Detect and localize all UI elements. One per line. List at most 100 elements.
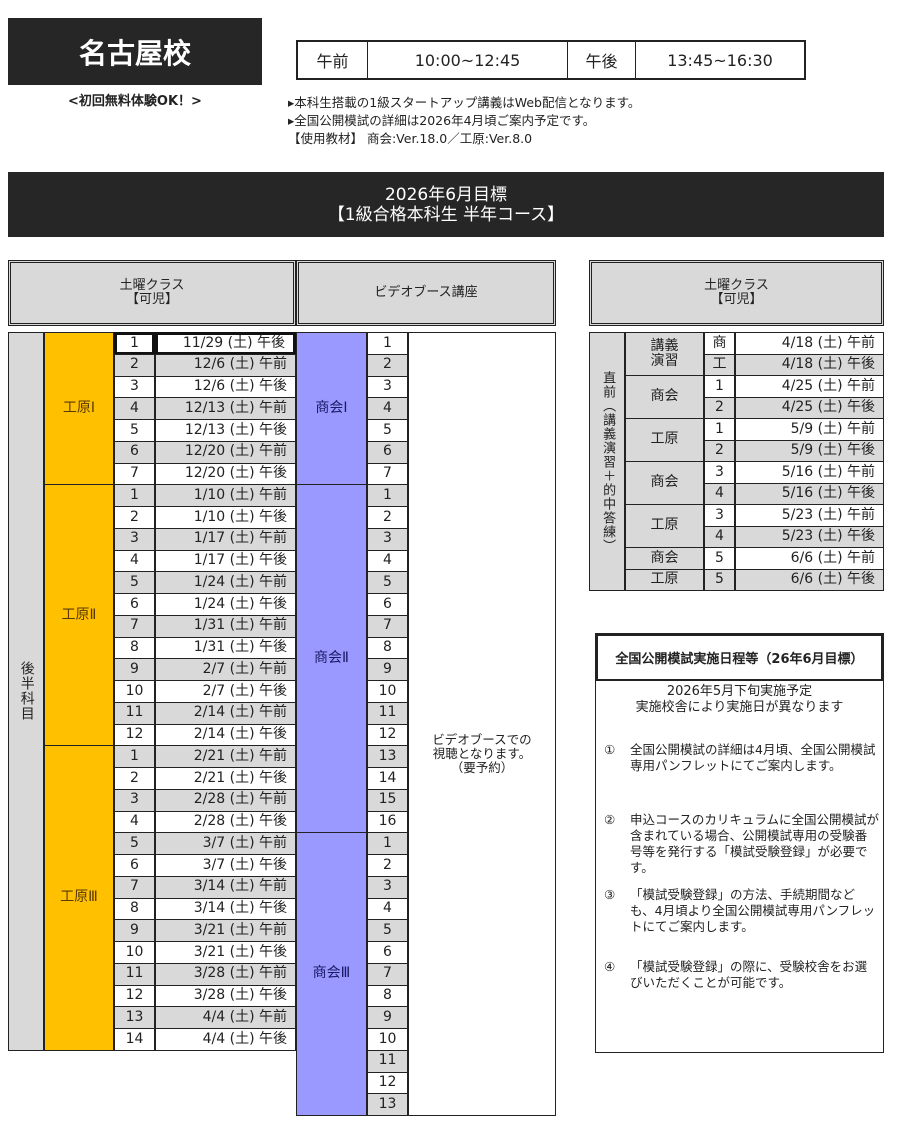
video-note: ビデオブースでの 視聴となります。 （要予約） [408, 332, 556, 1116]
lesson-number: 2 [114, 767, 155, 790]
lesson-date: 3/14 (土) 午後 [155, 897, 296, 921]
period-label: 後半科目 [8, 332, 44, 1051]
am-time: 10:00~12:45 [368, 42, 568, 78]
lesson-number: 6 [114, 440, 155, 464]
right-lesson-number: 2 [704, 439, 735, 462]
lesson-date: 1/24 (土) 午前 [155, 571, 296, 594]
lesson-number: 3 [114, 527, 155, 551]
banner-target: 2026年6月目標 [384, 184, 508, 205]
video-number: 9 [367, 658, 408, 681]
video-number: 16 [367, 810, 408, 834]
lesson-date: 3/28 (土) 午前 [155, 962, 296, 986]
right-lesson-date: 5/16 (土) 午前 [735, 461, 884, 484]
note: ▸本科生搭載の1級スタートアップ講義はWeb配信となります。 [288, 95, 641, 110]
note: 【使用教材】 商会:Ver.18.0／工原:Ver.8.0 [288, 131, 533, 146]
info-item: ② 申込コースのカリキュラムに全国公開模試が含まれている場合、公開模試専用の受験番… [604, 812, 879, 876]
lesson-number: 1 [114, 745, 155, 768]
lesson-date: 12/6 (土) 午後 [155, 375, 296, 399]
video-subject-cell: 商会Ⅱ [296, 484, 367, 834]
right-lesson-number: 工 [704, 353, 735, 376]
lesson-date: 3/28 (土) 午後 [155, 984, 296, 1008]
lesson-date: 1/24 (土) 午後 [155, 593, 296, 616]
video-number: 5 [367, 419, 408, 442]
lesson-number: 9 [114, 919, 155, 942]
right-lesson-date: 4/18 (土) 午後 [735, 353, 884, 376]
lesson-date: 2/14 (土) 午後 [155, 723, 296, 747]
lesson-number: 14 [114, 1028, 155, 1051]
lesson-date: 12/20 (土) 午後 [155, 462, 296, 486]
video-number: 2 [367, 854, 408, 877]
info-item: ③ 「模試受験登録」の方法、手続期間なども、4月頃より全国公開模試専用パンフレット… [604, 887, 879, 935]
lesson-date: 1/10 (土) 午後 [155, 506, 296, 529]
info-subtitle: 2026年5月下旬実施予定 実施校舎により実施日が異なります [596, 684, 883, 716]
video-number: 7 [367, 962, 408, 986]
lesson-number: 9 [114, 658, 155, 681]
info-note: 実施校舎により実施日が異なります [635, 700, 844, 715]
video-number: 6 [367, 941, 408, 964]
class-header: 土曜クラス 【可児】 [8, 260, 296, 326]
note: ▸全国公開模試の詳細は2026年4月頃ご案内予定です。 [288, 113, 596, 128]
lesson-date: 12/13 (土) 午前 [155, 397, 296, 420]
video-number: 1 [367, 832, 408, 855]
video-number: 7 [367, 462, 408, 486]
lesson-date: 1/17 (土) 午後 [155, 549, 296, 573]
lesson-date: 1/31 (土) 午後 [155, 636, 296, 660]
video-number: 3 [367, 875, 408, 899]
video-number: 12 [367, 723, 408, 747]
video-number: 9 [367, 1006, 408, 1029]
notes: ▸本科生搭載の1級スタートアップ講義はWeb配信となります。 ▸全国公開模試の詳… [288, 94, 640, 148]
lesson-number: 7 [114, 462, 155, 486]
item-text: 全国公開模試の詳細は4月頃、全国公開模試専用パンフレットにてご案内します。 [630, 742, 876, 773]
lesson-number: 7 [114, 875, 155, 899]
lesson-date: 3/7 (土) 午前 [155, 832, 296, 855]
lesson-number: 4 [114, 549, 155, 573]
lesson-date: 2/28 (土) 午後 [155, 810, 296, 834]
lesson-number: 11 [114, 701, 155, 725]
time-table: 午前 10:00~12:45 午後 13:45~16:30 [296, 40, 806, 80]
lesson-date: 1/10 (土) 午前 [155, 484, 296, 507]
school-name: 名古屋校 [8, 18, 262, 85]
right-lesson-date: 5/9 (土) 午前 [735, 418, 884, 441]
lesson-number: 8 [114, 897, 155, 921]
lesson-date: 3/14 (土) 午前 [155, 875, 296, 899]
lesson-date: 3/21 (土) 午前 [155, 919, 296, 942]
video-number: 6 [367, 593, 408, 616]
mock-exam-info-box: 全国公開模試実施日程等（26年6月目標） 2026年5月下旬実施予定 実施校舎に… [595, 633, 884, 1053]
lesson-date: 12/13 (土) 午後 [155, 419, 296, 442]
video-number: 11 [367, 1049, 408, 1073]
video-number: 3 [367, 527, 408, 551]
video-number: 4 [367, 549, 408, 573]
banner-course: 【1級合格本科生 半年コース】 [327, 204, 565, 225]
info-date: 2026年5月下旬実施予定 [666, 684, 813, 699]
lesson-date: 2/7 (土) 午前 [155, 658, 296, 681]
video-number: 4 [367, 397, 408, 420]
course-banner: 2026年6月目標 【1級合格本科生 半年コース】 [8, 172, 884, 237]
lesson-number: 4 [114, 397, 155, 420]
right-lesson-number: 商 [704, 332, 735, 355]
info-title: 全国公開模試実施日程等（26年6月目標） [596, 634, 883, 681]
pm-time: 13:45~16:30 [667, 50, 773, 70]
lesson-number: 1 [114, 332, 155, 355]
right-lesson-number: 1 [704, 418, 735, 441]
right-lesson-date: 4/25 (土) 午前 [735, 375, 884, 398]
lesson-date: 3/7 (土) 午後 [155, 854, 296, 877]
lesson-date: 1/31 (土) 午前 [155, 614, 296, 638]
lesson-date: 2/21 (土) 午後 [155, 767, 296, 790]
video-number: 11 [367, 701, 408, 725]
right-lesson-number: 4 [704, 482, 735, 505]
right-lesson-number: 3 [704, 504, 735, 527]
video-number: 1 [367, 484, 408, 507]
lesson-number: 3 [114, 788, 155, 812]
video-header: ビデオブース講座 [296, 260, 556, 326]
video-subject-cell: 商会Ⅰ [296, 332, 367, 486]
am-label: 午前 [298, 42, 368, 78]
right-period-label: 直前（講義演習＋的中答練） [589, 332, 625, 591]
video-number: 7 [367, 614, 408, 638]
right-lesson-date: 4/18 (土) 午前 [735, 332, 884, 355]
lesson-date: 4/4 (土) 午後 [155, 1028, 296, 1051]
video-number: 10 [367, 680, 408, 703]
lesson-number: 12 [114, 984, 155, 1008]
subject-cell: 工原Ⅱ [44, 484, 114, 747]
right-class-header: 土曜クラス 【可児】 [589, 260, 884, 326]
item-number: ② [604, 812, 616, 827]
